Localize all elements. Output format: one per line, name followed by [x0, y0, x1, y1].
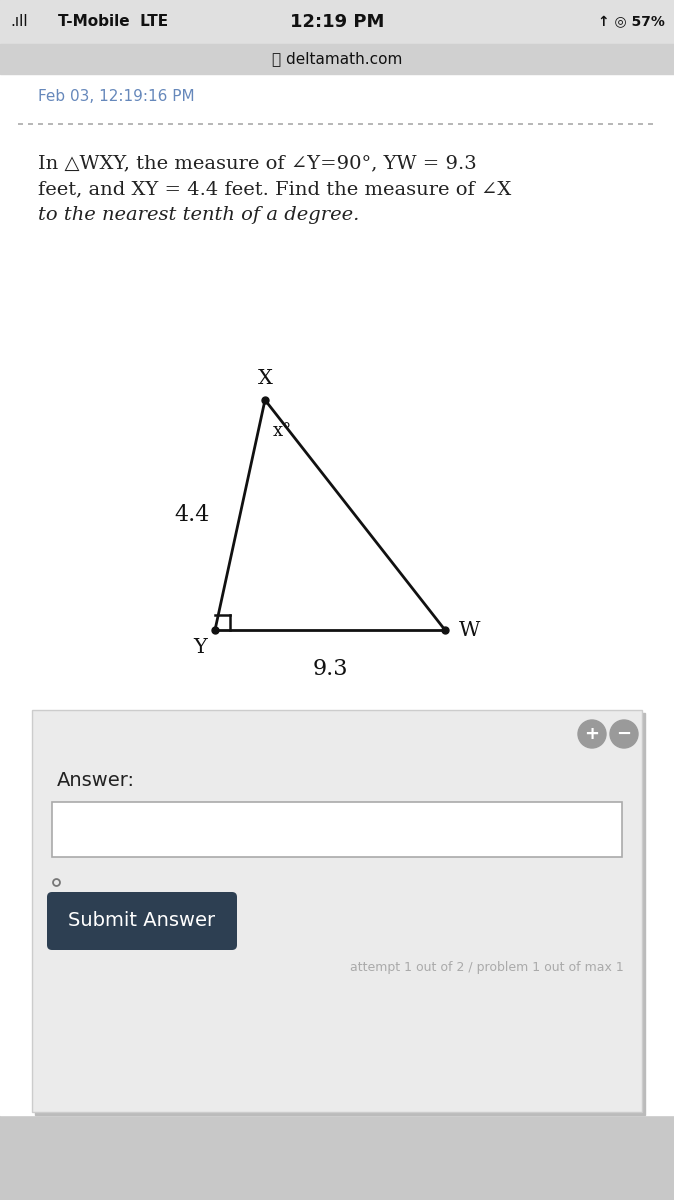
Text: to the nearest tenth of a degree.: to the nearest tenth of a degree.: [38, 206, 359, 224]
Text: x°: x°: [273, 422, 293, 440]
Text: attempt 1 out of 2 / problem 1 out of max 1: attempt 1 out of 2 / problem 1 out of ma…: [350, 961, 624, 974]
Text: −: −: [617, 725, 632, 743]
Text: feet, and XY = 4.4 feet. Find the measure of ∠X: feet, and XY = 4.4 feet. Find the measur…: [38, 180, 512, 198]
Text: Answer:: Answer:: [57, 770, 135, 790]
Bar: [35, 713, 645, 1115]
Text: 12:19 PM: 12:19 PM: [290, 13, 384, 31]
Bar: [0, 74, 674, 1115]
Text: Y: Y: [193, 638, 207, 658]
Bar: [0, 44, 674, 74]
Text: 9.3: 9.3: [312, 658, 348, 680]
Text: W: W: [459, 620, 481, 640]
Bar: [0, 0, 674, 44]
Text: +: +: [584, 725, 599, 743]
Circle shape: [578, 720, 606, 748]
Text: 4.4: 4.4: [175, 504, 210, 526]
Text: ↑ ◎ 57%: ↑ ◎ 57%: [598, 14, 665, 29]
Circle shape: [610, 720, 638, 748]
Text: T-Mobile  LTE: T-Mobile LTE: [58, 14, 168, 30]
Text: Submit Answer: Submit Answer: [69, 912, 216, 930]
Bar: [52, 802, 622, 857]
Text: X: X: [257, 370, 272, 388]
Bar: [32, 710, 642, 1112]
FancyBboxPatch shape: [47, 892, 237, 950]
Text: Feb 03, 12:19:16 PM: Feb 03, 12:19:16 PM: [38, 89, 195, 104]
Text: In △WXY, the measure of ∠Y=90°, YW = 9.3: In △WXY, the measure of ∠Y=90°, YW = 9.3: [38, 154, 477, 172]
Text: .ıll: .ıll: [10, 14, 28, 30]
Text: 🔒 deltamath.com: 🔒 deltamath.com: [272, 52, 402, 66]
